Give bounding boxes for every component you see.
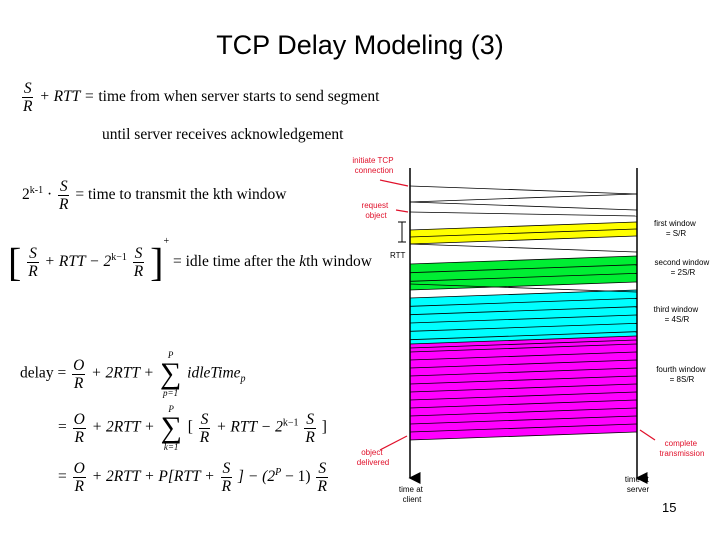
segment-line: [409, 339, 638, 349]
segment-line: [409, 351, 638, 361]
complete-transmission-label: complete transmission: [660, 439, 705, 458]
equation-1-line-2: until server receives acknowledgement: [102, 126, 344, 143]
complete-arrow: [639, 429, 656, 441]
summation: P ∑ p=1: [159, 350, 182, 398]
object-delivered-label: object delivered: [357, 448, 389, 467]
rtt-bracket: [398, 221, 406, 243]
segment-line: [409, 335, 638, 345]
equation-3: [ S R + RTT − 2k−1 S R ]+ = idle time af…: [8, 236, 372, 285]
window-2-band: [410, 256, 637, 290]
second-window-label: second window = 2S/R: [655, 258, 712, 277]
time-at-server-label: time at server: [625, 475, 651, 494]
rtt-term: + RTT =: [39, 88, 95, 106]
equation-1: S R + RTT = time from when server starts…: [20, 80, 379, 115]
page-title: TCP Delay Modeling (3): [216, 30, 504, 60]
time-at-client-label: time at client: [399, 485, 425, 504]
segment-line: [409, 255, 638, 265]
segment-line: [409, 391, 638, 401]
request-arrow: [395, 209, 409, 213]
segment-line: [409, 331, 638, 341]
equation-text: time from when server starts to send seg…: [98, 88, 380, 106]
segment-line: [409, 343, 638, 353]
equation-text: = time to transmit the kth window: [75, 186, 287, 204]
rtt-label: RTT: [390, 251, 406, 260]
handshake-line: [409, 201, 638, 211]
segment-line: [409, 289, 638, 299]
delivered-arrow: [379, 435, 408, 451]
ack-line: [409, 283, 638, 293]
request-line: [409, 211, 638, 217]
equation-5: = O R + 2RTT + P ∑ k=1 [ S R + RTT − 2k−…: [58, 404, 327, 452]
segment-line: [409, 314, 638, 324]
segment-line: [409, 423, 638, 433]
segment-line: [409, 375, 638, 385]
page-number: 15: [662, 500, 677, 515]
segment-line: [409, 359, 638, 369]
ack-line: [409, 243, 638, 253]
segment-line: [409, 431, 638, 441]
segment-line: [409, 415, 638, 425]
handshake-line: [409, 193, 638, 203]
fourth-window-label: fourth window = 8S/R: [656, 365, 708, 384]
fraction: S R: [22, 80, 34, 115]
first-window-label: first window = S/R: [654, 219, 698, 238]
segment-line: [409, 272, 638, 282]
initiate-label: initiate TCP connection: [352, 156, 395, 175]
equation-4: delay = O R + 2RTT + P ∑ p=1 idleTimep: [20, 350, 246, 398]
summation: P ∑ k=1: [160, 404, 182, 452]
segment-line: [409, 297, 638, 307]
segment-line: [409, 221, 638, 231]
equation-6: = O R + 2RTT + P[RTT + S R ] − (2P − 1) …: [58, 460, 328, 495]
segment-line: [409, 367, 638, 377]
request-label: request object: [362, 201, 391, 220]
segment-line: [409, 281, 638, 291]
segment-line: [409, 235, 638, 245]
segment-line: [409, 399, 638, 409]
segment-line: [409, 407, 638, 417]
fraction: S R: [58, 178, 70, 213]
segment-line: [409, 383, 638, 393]
segment-line: [409, 306, 638, 316]
equation-2: 2k-1 · S R = time to transmit the kth wi…: [22, 178, 287, 213]
initiate-arrow: [379, 179, 409, 187]
third-window-label: third window = 4S/R: [654, 305, 701, 324]
segment-line: [409, 322, 638, 332]
segment-line: [409, 228, 638, 238]
handshake-line: [409, 185, 638, 195]
segment-line: [409, 264, 638, 274]
